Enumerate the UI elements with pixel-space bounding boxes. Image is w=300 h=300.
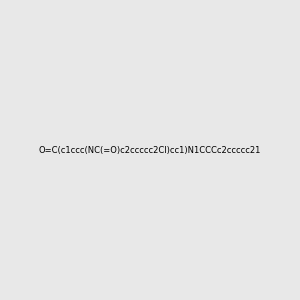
Text: O=C(c1ccc(NC(=O)c2ccccc2Cl)cc1)N1CCCc2ccccc21: O=C(c1ccc(NC(=O)c2ccccc2Cl)cc1)N1CCCc2cc…	[39, 146, 261, 154]
